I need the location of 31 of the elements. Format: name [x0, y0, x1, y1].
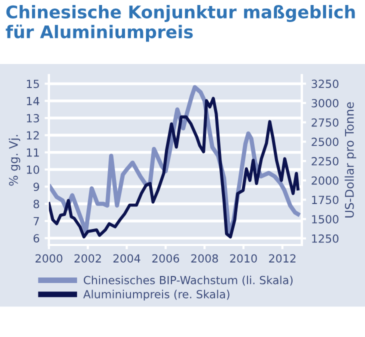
y2-tick-label: 1250 — [312, 234, 338, 243]
y2-axis-title: US-Dollar pro Tonne — [344, 102, 356, 218]
x-tick-label: 2006 — [152, 254, 180, 263]
x-tick-label: 2000 — [36, 254, 62, 263]
x-tick-label: 2002 — [74, 254, 101, 263]
y2-tick-label: 2500 — [312, 138, 338, 146]
legend-label: Aluminiumpreis (re. Skala) — [83, 290, 230, 301]
y-tick-label: 10 — [26, 165, 40, 174]
x-tick-label: 2004 — [113, 254, 140, 263]
y-tick-label: 14 — [26, 97, 40, 106]
y-tick-label: 7 — [34, 217, 39, 226]
y2-tick-label: 3000 — [312, 98, 338, 108]
y-tick-label: 13 — [26, 114, 39, 122]
x-tick-label: 2012 — [269, 254, 296, 263]
y-tick-label: 12 — [26, 131, 39, 140]
y2-tick-label: 1750 — [312, 196, 338, 204]
y-tick-label: 8 — [34, 200, 40, 208]
y2-tick-label: 3250 — [312, 80, 338, 88]
y2-tick-label: 2250 — [312, 157, 338, 166]
y-tick-label: 15 — [26, 80, 39, 88]
y2-tick-label: 1500 — [312, 215, 338, 224]
y2-tick-label: 2750 — [312, 118, 338, 127]
x-tick-label: 2010 — [230, 254, 257, 263]
legend-label: Chinesisches BIP-Wachstum (li. Skala) — [84, 276, 293, 286]
y-tick-label: 6 — [34, 234, 40, 243]
chart-title: Chinesische Konjunktur maßgeblich für Aluminiumpreis — [6, 5, 355, 42]
x-tick-label: 2008 — [191, 254, 218, 263]
y-tick-label: 9 — [34, 182, 40, 192]
y2-tick-label: 2000 — [312, 176, 338, 185]
y-tick-label: 11 — [26, 148, 39, 157]
y-axis-title: % gg. Vj. — [8, 135, 20, 186]
